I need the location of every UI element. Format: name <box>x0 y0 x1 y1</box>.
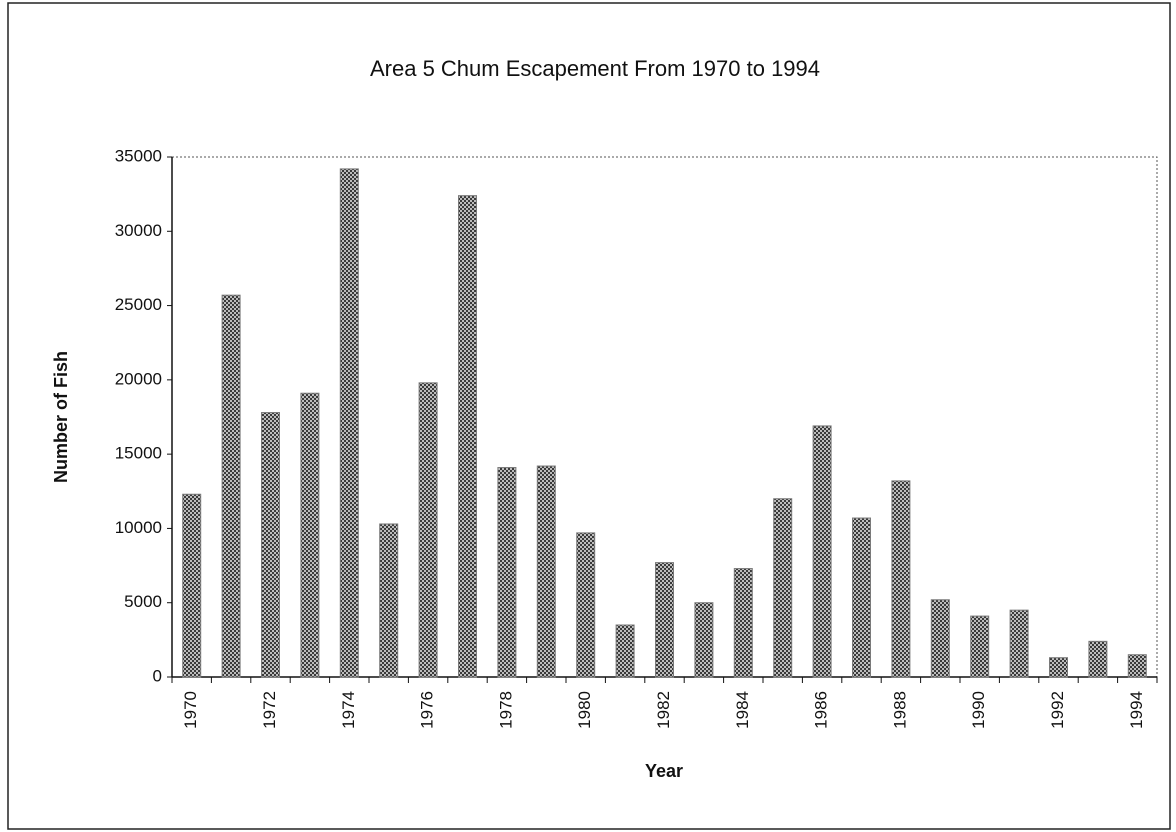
x-tick-label: 1980 <box>575 691 594 729</box>
bar <box>1127 654 1147 678</box>
bar <box>930 599 950 678</box>
bar <box>379 523 399 678</box>
y-axis-label: Number of Fish <box>51 351 71 483</box>
bar <box>261 412 280 678</box>
x-tick-label: 1990 <box>969 691 988 729</box>
bar <box>536 465 556 678</box>
x-tick-label: 1992 <box>1048 691 1067 729</box>
y-tick-label: 0 <box>153 666 162 685</box>
y-tick-label: 15000 <box>115 444 162 463</box>
bar <box>812 425 832 678</box>
bar <box>852 517 871 678</box>
frame <box>7 2 1171 830</box>
bar <box>300 392 320 678</box>
x-tick-label: 1982 <box>654 691 673 729</box>
y-tick-label: 20000 <box>115 369 162 388</box>
bar <box>891 480 911 678</box>
x-tick-label: 1984 <box>733 691 752 729</box>
y-tick-label: 30000 <box>115 221 162 240</box>
bar <box>221 294 241 678</box>
x-tick-label: 1976 <box>418 691 437 729</box>
x-tick-label: 1994 <box>1127 691 1146 729</box>
bar <box>576 532 596 678</box>
x-tick-label: 1988 <box>890 691 909 729</box>
x-tick-label: 1978 <box>496 691 515 729</box>
bar <box>773 498 793 678</box>
bar <box>615 624 635 678</box>
bar <box>1088 640 1108 678</box>
bar <box>497 467 517 678</box>
x-tick-label: 1970 <box>181 691 200 729</box>
bar <box>458 195 477 678</box>
bar <box>182 493 202 678</box>
chart-title: Area 5 Chum Escapement From 1970 to 1994 <box>370 56 820 81</box>
bar <box>970 615 990 678</box>
bar <box>655 562 674 678</box>
bar <box>694 602 714 678</box>
x-tick-label: 1986 <box>812 691 831 729</box>
x-tick-label: 1974 <box>339 691 358 729</box>
y-tick-label: 10000 <box>115 518 162 537</box>
y-tick-label: 35000 <box>115 146 162 165</box>
bar <box>418 382 438 678</box>
x-tick-label: 1972 <box>260 691 279 729</box>
x-axis-label: Year <box>645 761 683 781</box>
bar <box>1009 609 1029 678</box>
bar <box>339 168 359 678</box>
bar <box>1049 657 1068 678</box>
y-tick-label: 5000 <box>124 592 162 611</box>
y-tick-label: 25000 <box>115 295 162 314</box>
bar <box>733 568 753 678</box>
